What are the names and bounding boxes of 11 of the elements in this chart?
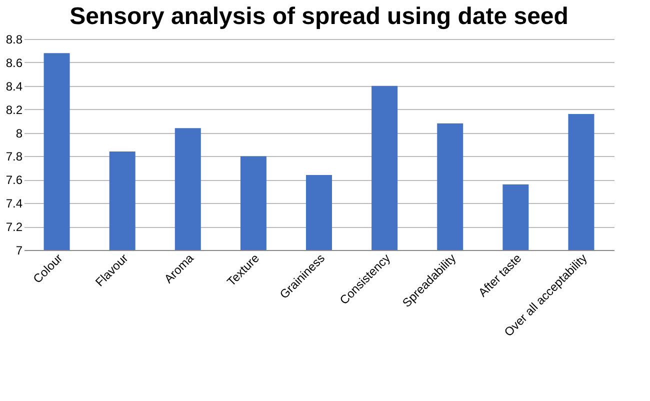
y-tick-label: 8 [16,126,23,140]
y-tick-label: 8.2 [6,102,23,117]
chart-title: Sensory analysis of spread using date seed [70,3,568,30]
y-tick-label: 7.4 [6,196,23,211]
y-tick-label: 7.8 [6,150,23,164]
y-tick-label: 8.6 [6,56,23,70]
y-tick-label: 7.6 [6,173,23,188]
y-tick-label: 8.8 [6,32,23,46]
y-tick-label: 8.4 [6,79,23,94]
y-tick-label: 7.2 [6,220,23,234]
y-tick-label: 7 [16,244,23,258]
